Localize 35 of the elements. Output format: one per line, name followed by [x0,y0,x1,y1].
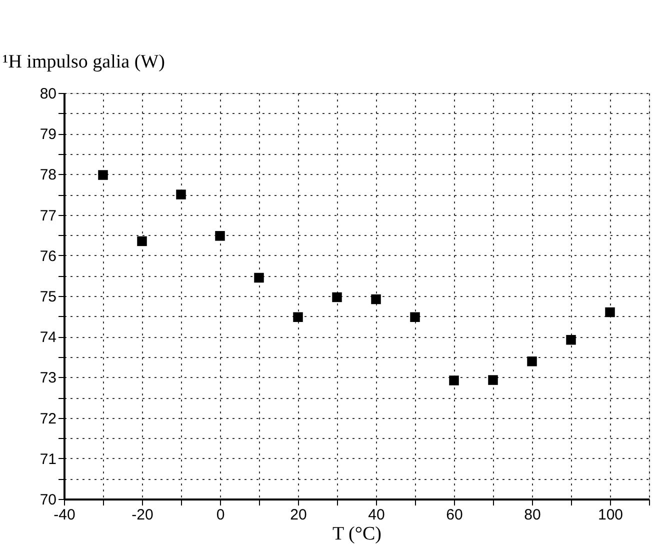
y-tick-label: 80 [40,86,56,102]
point [215,231,225,241]
point [137,236,147,246]
point [293,312,303,322]
y-tick-label: 74 [40,329,56,346]
y-tick-label: 76 [40,248,56,265]
y-axis-title: ¹H impulso galia (W) [2,52,165,72]
x-tick-label: 100 [598,506,624,524]
x-tick-label: -40 [54,506,76,524]
y-tick-label: 75 [40,288,56,306]
y-tick-label: 79 [40,126,56,144]
y-tick-label: 70 [40,492,56,508]
x-tick-label: 20 [290,506,307,524]
point [332,292,342,302]
x-tick-label: -20 [132,506,154,524]
y-tick-label: 73 [40,370,56,387]
x-tick-label: 0 [216,506,225,524]
point [371,294,381,304]
point [98,170,108,180]
point [176,190,186,200]
point [449,376,459,386]
x-tick-label: 40 [368,506,385,524]
point [566,334,576,345]
point [527,356,537,366]
y-tick-label: 78 [40,166,56,184]
y-tick-label: 71 [40,450,56,468]
point [605,307,615,318]
x-tick-label: 60 [446,506,463,524]
y-tick-label: 72 [40,410,56,428]
point [254,272,264,283]
point [488,375,498,385]
y-tick-label: 77 [40,207,56,224]
x-tick-label: 80 [524,506,541,524]
x-axis-title: T (°C) [332,524,382,544]
point [410,312,420,322]
